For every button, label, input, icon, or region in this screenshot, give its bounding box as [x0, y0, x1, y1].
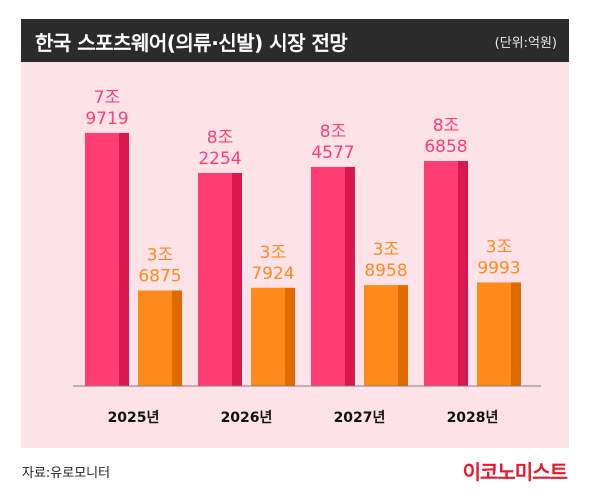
data-label-s1-0-1: 9719 [85, 109, 128, 129]
data-label-s2-0-1: 6875 [138, 266, 181, 286]
data-label-s1-2-1: 4577 [311, 143, 354, 163]
unit-label: (단위:억원) [494, 36, 557, 51]
bar-s2-1 [251, 287, 285, 386]
x-tick-label-3: 2028년 [447, 410, 499, 426]
bar-side-s2-0 [172, 290, 182, 386]
bar-s2-2 [364, 285, 398, 386]
x-tick-label-2: 2027년 [334, 410, 386, 426]
bar-s1-0 [85, 132, 119, 386]
bar-chart: 7조97193조68752025년8조22543조79242026년8조4577… [73, 88, 541, 426]
bar-s1-1 [198, 172, 232, 386]
publisher-logo: 이코노미스트 [462, 460, 568, 484]
data-label-s2-0-0: 3조 [147, 245, 173, 265]
bar-side-s2-3 [511, 282, 521, 386]
data-label-s1-3-0: 8조 [433, 116, 459, 136]
bar-side-s1-0 [119, 132, 129, 386]
title-bar: 한국 스포츠웨어(의류·신발) 시장 전망 (단위:억원) [21, 19, 569, 62]
data-label-s2-2-1: 8958 [364, 261, 407, 281]
data-label-s1-3-1: 6858 [424, 137, 467, 157]
bar-s1-3 [424, 161, 458, 386]
bar-side-s1-1 [232, 172, 242, 386]
bar-side-s2-1 [285, 287, 295, 386]
bar-side-s1-2 [345, 166, 355, 386]
data-label-s1-0-0: 7조 [94, 88, 120, 108]
data-label-s2-3-1: 9993 [477, 258, 520, 278]
source-note: 자료:유로모니터 [22, 466, 111, 481]
x-tick-label-0: 2025년 [108, 410, 160, 426]
data-label-s1-1-1: 2254 [198, 149, 241, 169]
bar-side-s2-2 [398, 285, 408, 386]
data-label-s2-1-1: 7924 [251, 264, 294, 284]
x-tick-label-1: 2026년 [221, 410, 273, 426]
bar-s1-2 [311, 166, 345, 386]
data-label-s1-1-0: 8조 [207, 128, 233, 148]
data-label-s1-2-0: 8조 [320, 122, 346, 142]
bar-s2-0 [138, 290, 172, 386]
data-label-s2-3-0: 3조 [486, 237, 512, 257]
data-label-s2-1-0: 3조 [260, 243, 286, 263]
bar-side-s1-3 [458, 161, 468, 386]
bar-s2-3 [477, 282, 511, 386]
data-label-s2-2-0: 3조 [373, 240, 399, 260]
chart-title: 한국 스포츠웨어(의류·신발) 시장 전망 [35, 31, 348, 55]
